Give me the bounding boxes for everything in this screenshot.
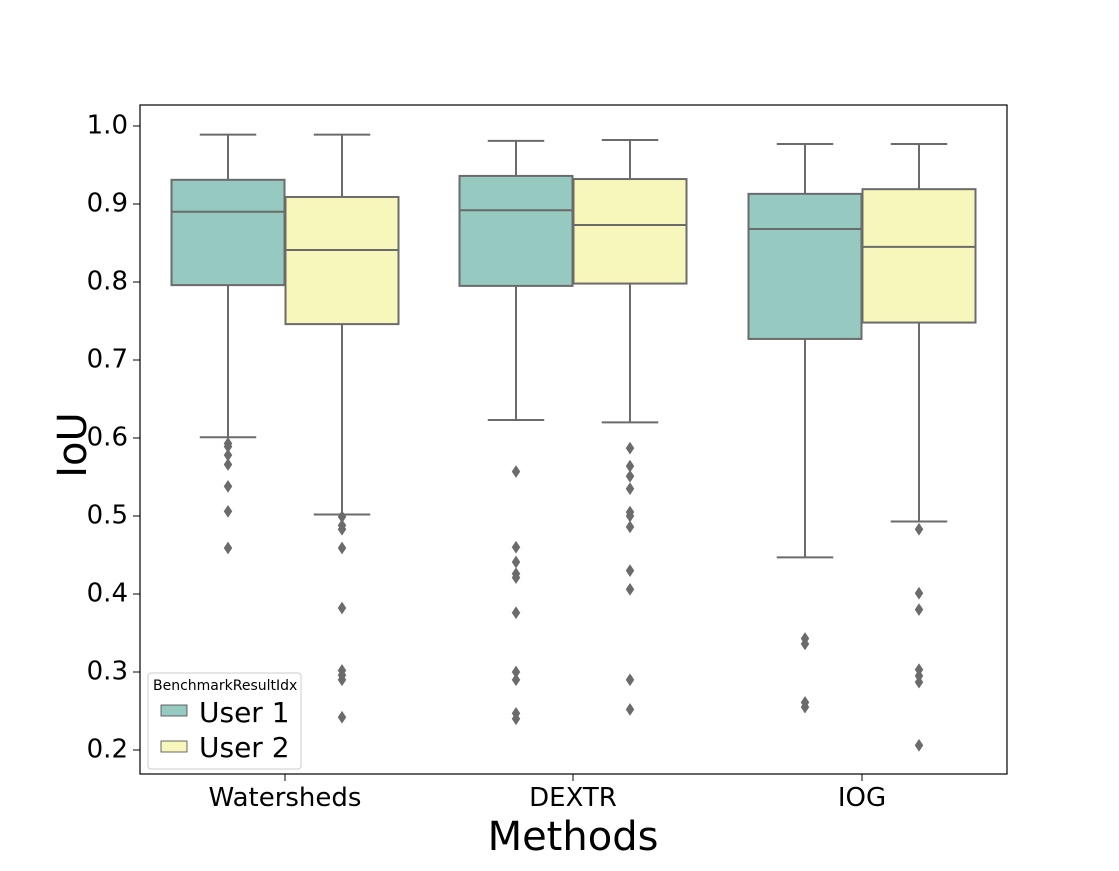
outlier-point — [511, 606, 521, 620]
x-tick-label: DEXTR — [529, 783, 617, 813]
outlier-point — [223, 479, 233, 493]
outlier-point — [223, 541, 233, 555]
box-group — [170, 133, 286, 555]
y-tick-label: 0.7 — [87, 345, 128, 375]
outlier-point — [914, 603, 924, 617]
outlier-point — [914, 522, 924, 536]
outlier-point — [625, 564, 635, 578]
y-tick-label: 0.4 — [87, 579, 128, 609]
y-tick-label: 0.5 — [87, 501, 128, 531]
box-group — [284, 133, 400, 724]
outlier-point — [511, 712, 521, 726]
y-tick-label: 0.8 — [87, 267, 128, 297]
box-iqr — [572, 178, 688, 285]
outlier-point — [337, 710, 347, 724]
box-group — [861, 142, 977, 752]
outlier-point — [511, 571, 521, 585]
x-axis: Watersheds DEXTR IOG — [209, 774, 886, 813]
outlier-point — [337, 673, 347, 687]
outlier-point — [511, 540, 521, 554]
x-tick-label: Watersheds — [209, 783, 362, 813]
y-tick-label: 0.9 — [87, 189, 128, 219]
y-tick-label: 0.6 — [87, 423, 128, 453]
legend-swatch-user-2 — [160, 740, 188, 753]
outlier-point — [800, 700, 810, 714]
outlier-point — [800, 637, 810, 651]
box-iqr — [284, 195, 400, 326]
box-iqr — [861, 188, 977, 324]
x-axis-title: Methods — [488, 814, 659, 860]
outlier-point — [914, 586, 924, 600]
y-tick-label: 0.3 — [87, 657, 128, 687]
legend-swatch-user-1 — [160, 704, 188, 717]
outlier-point — [223, 504, 233, 518]
outlier-point — [223, 458, 233, 471]
legend: BenchmarkResultIdx User 1 User 2 — [147, 672, 302, 770]
outlier-point — [625, 702, 635, 716]
plot-area — [170, 133, 977, 752]
outlier-point — [511, 555, 521, 569]
y-tick-label: 1.0 — [87, 111, 128, 141]
box-group — [458, 139, 574, 726]
box-iqr — [458, 174, 574, 287]
legend-title: BenchmarkResultIdx — [153, 678, 297, 694]
box-iqr — [747, 192, 863, 340]
y-axis: 0.2 0.3 0.4 0.5 0.6 0.7 0.8 0.9 1.0 — [87, 111, 140, 765]
outlier-point — [914, 675, 924, 689]
outlier-point — [337, 601, 347, 615]
box-group — [572, 139, 688, 716]
legend-label-user-1: User 1 — [199, 696, 290, 729]
legend-label-user-2: User 2 — [199, 731, 290, 764]
outlier-point — [625, 482, 635, 496]
outlier-point — [625, 469, 635, 483]
x-tick-label: IOG — [838, 783, 886, 813]
outlier-point — [511, 465, 521, 478]
y-tick-label: 0.2 — [87, 735, 128, 765]
outlier-point — [337, 522, 347, 536]
outlier-point — [625, 520, 635, 534]
box-group — [747, 142, 863, 714]
outlier-point — [511, 673, 521, 687]
outlier-point — [337, 541, 347, 555]
outlier-point — [625, 441, 635, 455]
outlier-point — [625, 673, 635, 687]
outlier-point — [914, 738, 924, 752]
y-axis-title: IoU — [50, 412, 96, 478]
box-iqr — [170, 178, 286, 287]
outlier-point — [625, 582, 635, 596]
